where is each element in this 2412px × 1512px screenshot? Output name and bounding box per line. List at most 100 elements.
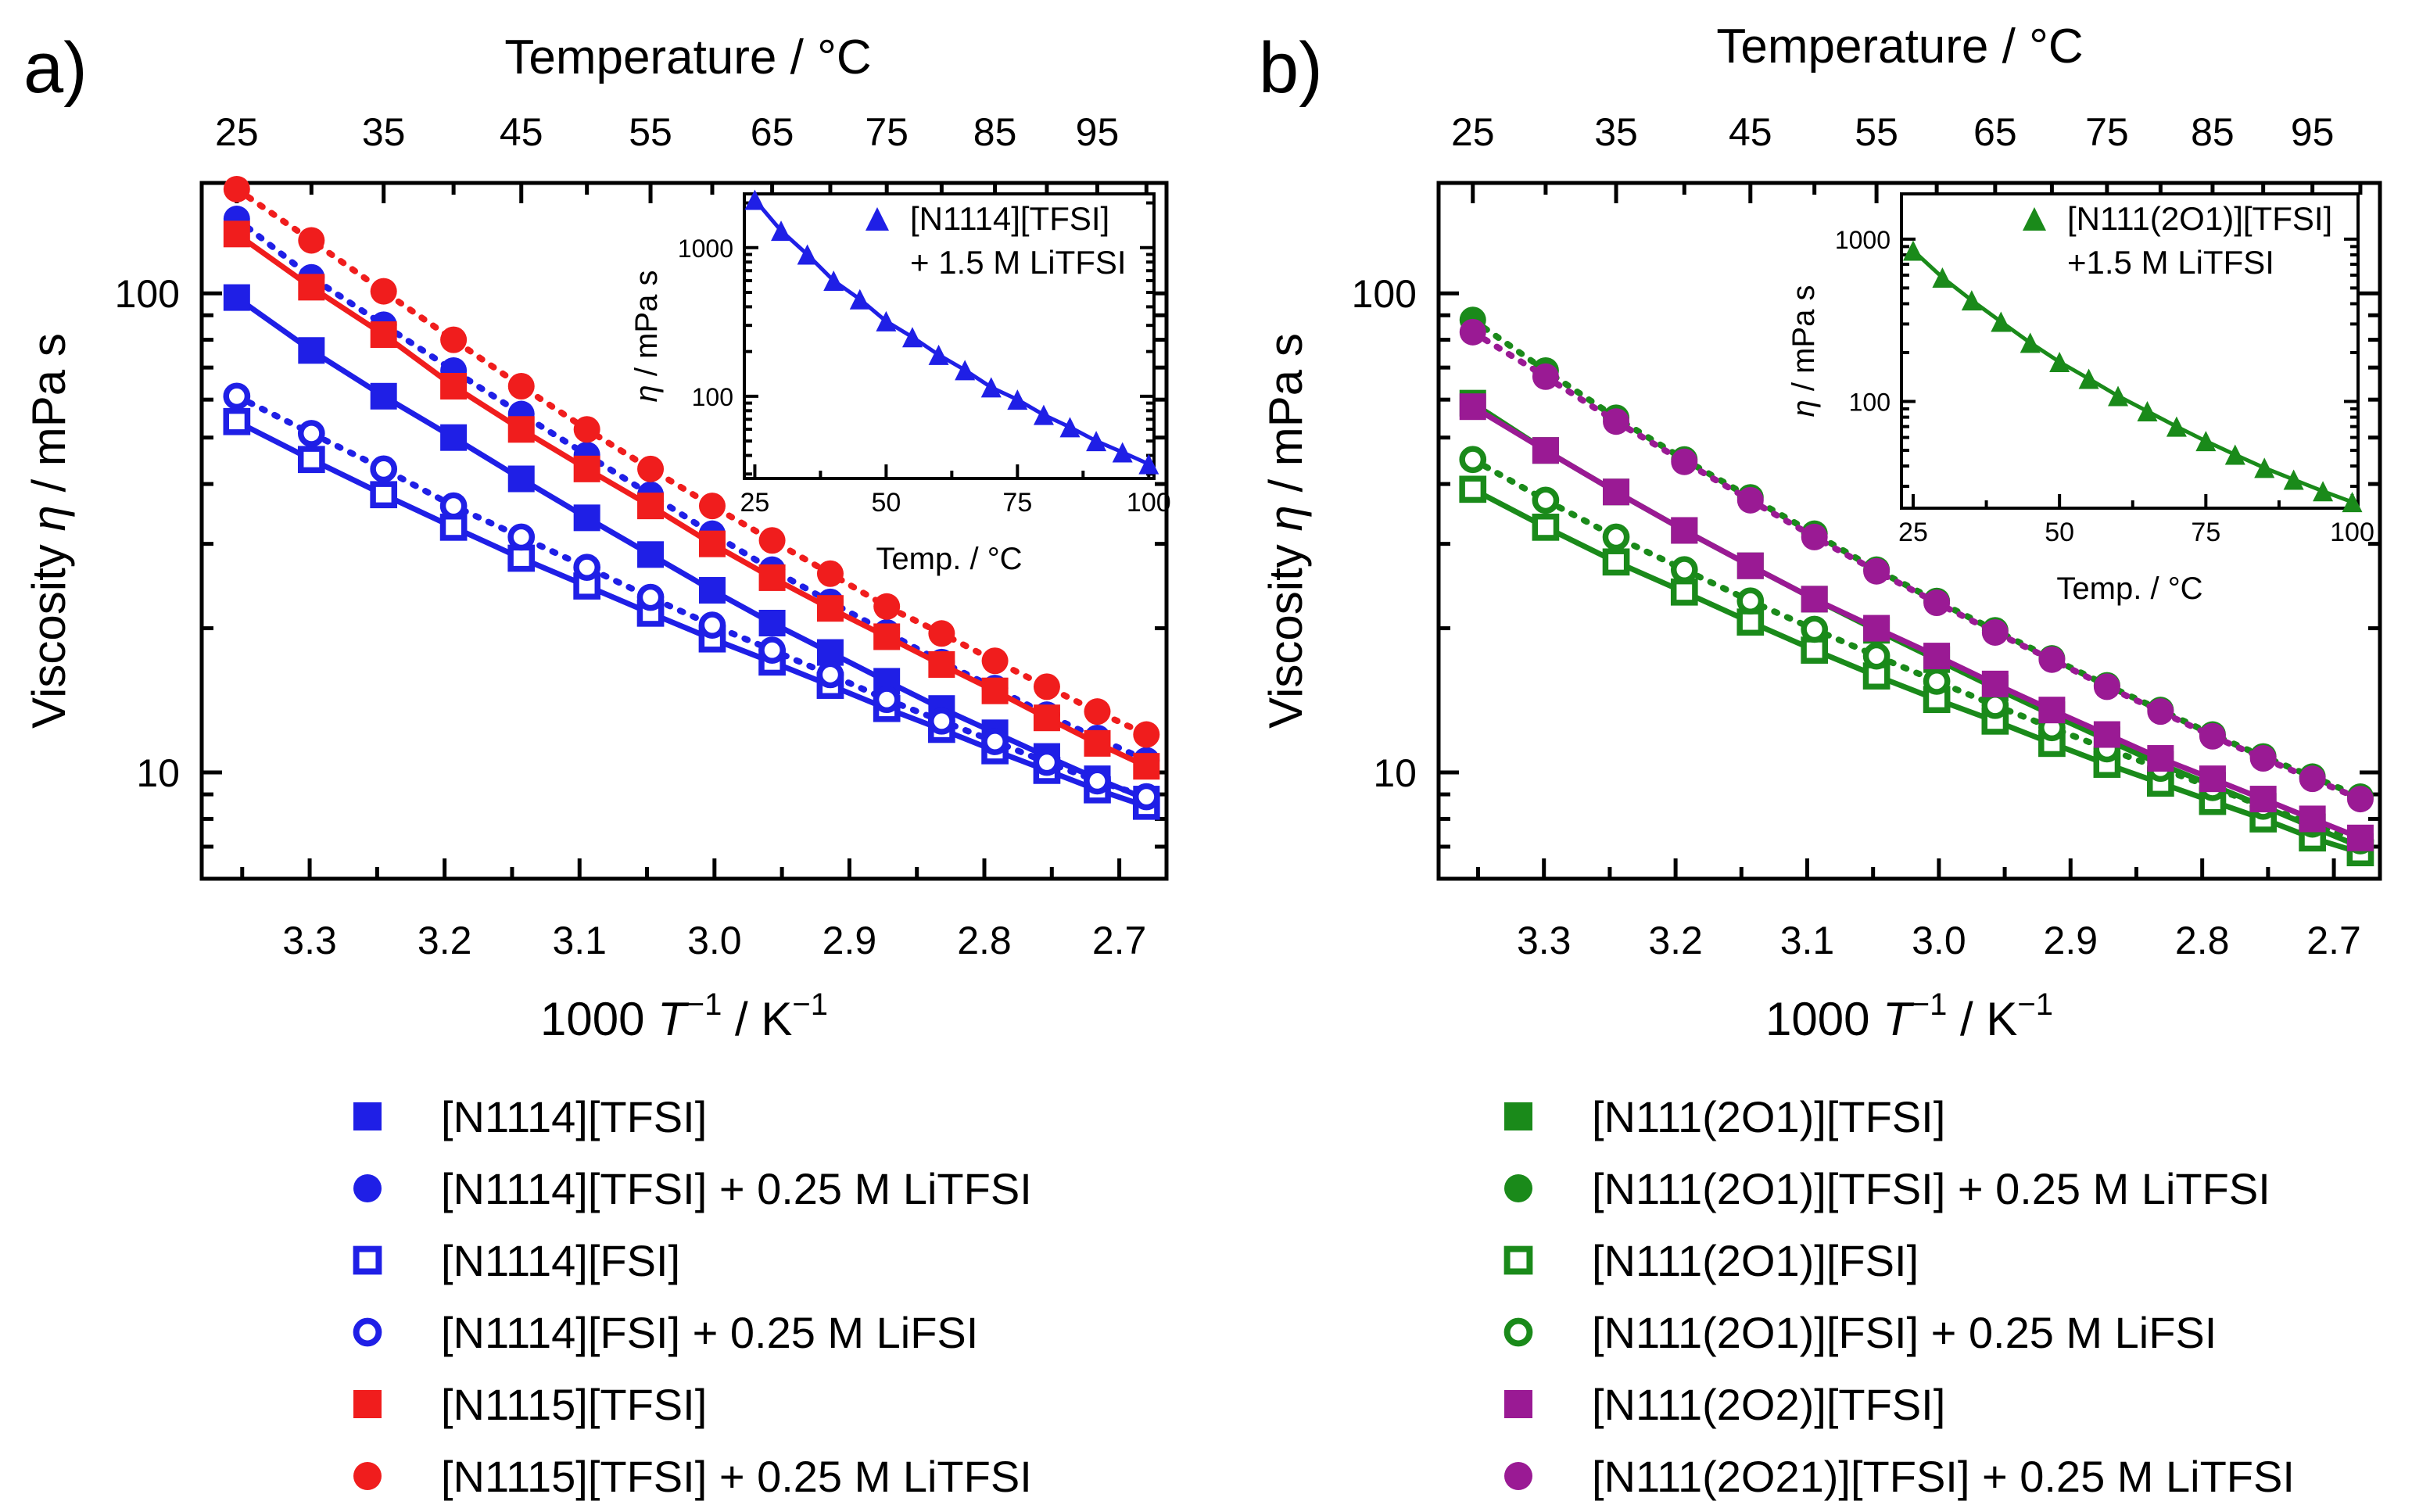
data-point (507, 416, 535, 443)
data-point (816, 661, 844, 689)
inset-x-tick-label: 100 (2330, 518, 2374, 547)
x-tick-label: 3.1 (1780, 919, 1835, 962)
data-point (1923, 668, 1951, 695)
inset-data-point (2195, 431, 2217, 452)
top-tick-label: 85 (973, 110, 1017, 154)
data-point (698, 577, 726, 604)
data-point (2147, 745, 2174, 772)
inset-data-point (849, 288, 870, 310)
circle-marker-icon (353, 1462, 382, 1490)
data-point (223, 382, 251, 410)
legend-item: [N111(2O1)][TFSI] (1495, 1080, 2295, 1152)
top-tick-label: 75 (2085, 110, 2129, 154)
circle-marker-icon (353, 1174, 382, 1202)
inset-x-tick-label: 25 (740, 488, 770, 518)
legend-item: [N1115][TFSI] + 0.25 M LiTFSI (344, 1440, 1032, 1512)
top-tick-label: 65 (751, 110, 794, 154)
inset-data-point (1138, 453, 1159, 475)
top-tick-label: 55 (629, 110, 672, 154)
data-point (1133, 753, 1160, 780)
data-point (1459, 318, 1486, 346)
square-marker-icon (1504, 1102, 1532, 1130)
data-point (1459, 446, 1487, 474)
inset-data-point (1961, 290, 1982, 311)
inset-data-point (2342, 492, 2363, 513)
legend-item: [N111(2O21)][TFSI] + 0.25 M LiTFSI (1495, 1440, 2295, 1512)
data-point (758, 609, 786, 636)
data-point (440, 373, 468, 400)
inset-data-point (797, 244, 818, 265)
inset-data-point (955, 360, 976, 381)
data-point (2249, 745, 2277, 772)
legend-item: [N111(2O1)][FSI] (1495, 1224, 2295, 1296)
inset-data-point (2283, 469, 2304, 490)
inset-legend-label: [N1114][TFSI] (910, 200, 1109, 237)
legend-label: [N111(2O21)][TFSI] + 0.25 M LiTFSI (1592, 1451, 2295, 1501)
panel-a: a) Temperature / °C 3.3 3.2 3.1 3.0 2.9 2.8 2.… (23, 28, 1171, 1045)
data-point (2199, 722, 2226, 750)
legend-item: [N1114][TFSI] + 0.25 M LiTFSI (344, 1152, 1032, 1224)
top-tick-label: 45 (500, 110, 543, 154)
inset-frame (1900, 192, 2360, 510)
data-point (636, 583, 665, 611)
data-point (1603, 478, 1630, 506)
data-point (1863, 557, 1891, 585)
data-point (637, 493, 665, 520)
data-point (298, 274, 325, 301)
data-point (1863, 614, 1891, 642)
data-point (297, 420, 325, 447)
data-point (698, 530, 726, 557)
data-point (981, 647, 1009, 675)
legend-label: [N1114][FSI] (441, 1235, 681, 1285)
data-point (1671, 517, 1698, 544)
x-tick-label: 2.7 (2306, 919, 2361, 962)
legend-label: [N111(2O1)][TFSI] (1592, 1091, 1946, 1141)
inset-data-point (2078, 368, 2099, 389)
top-tick-label: 25 (215, 110, 259, 154)
top-tick-label: 65 (1973, 110, 2017, 154)
data-point (370, 278, 397, 305)
data-point (298, 337, 325, 364)
series-2 (1459, 475, 2374, 867)
inset-data-point (1007, 389, 1028, 410)
data-point (370, 321, 397, 349)
inset-series-line (753, 198, 1150, 466)
inset-x-tick-label: 50 (871, 488, 901, 518)
data-point (507, 465, 535, 493)
inset-data-point (876, 310, 897, 331)
legend-label: [N1114][TFSI] + 0.25 M LiTFSI (441, 1163, 1032, 1213)
data-point (439, 514, 468, 541)
data-point (1923, 643, 1951, 670)
series-line (235, 231, 1148, 769)
data-point (370, 382, 397, 410)
square-marker-icon (1504, 1390, 1532, 1418)
inset-x-tick-label: 25 (1898, 518, 1928, 547)
inset-data-point (1991, 311, 2012, 332)
inset-y-axis-label: η / mPa s (1787, 285, 1821, 417)
inset-x-axis-label: Temp. / °C (2056, 571, 2202, 606)
inset-data-point (1112, 442, 1133, 463)
y-tick-label: 100 (1352, 272, 1417, 316)
data-point (507, 523, 536, 551)
inset-data-point (771, 220, 792, 242)
data-point (873, 623, 901, 650)
inset-data-point (1932, 267, 1953, 288)
data-point (507, 373, 535, 400)
data-point (2199, 765, 2226, 793)
x-tick-label: 2.9 (823, 919, 877, 962)
y-axis-label: Viscosity η / mPa s (1260, 333, 1312, 729)
inset-legend-label: [N111(2O1)][TFSI] (2067, 200, 2332, 237)
data-point (1532, 363, 1559, 390)
data-point (637, 455, 665, 482)
series-5 (1459, 318, 2374, 813)
data-point (2346, 786, 2374, 813)
data-point (2299, 765, 2326, 793)
inset-data-point (1086, 431, 1107, 452)
legend-label: [N111(2O1)][FSI] (1592, 1235, 1919, 1285)
inset-data-point (744, 189, 765, 210)
x-tick-label: 2.7 (1092, 919, 1147, 962)
data-point (440, 424, 468, 451)
circle-marker-icon (1504, 1462, 1532, 1490)
inset-legend-label: + 1.5 M LiTFSI (910, 244, 1127, 281)
series-line (1471, 404, 2362, 841)
